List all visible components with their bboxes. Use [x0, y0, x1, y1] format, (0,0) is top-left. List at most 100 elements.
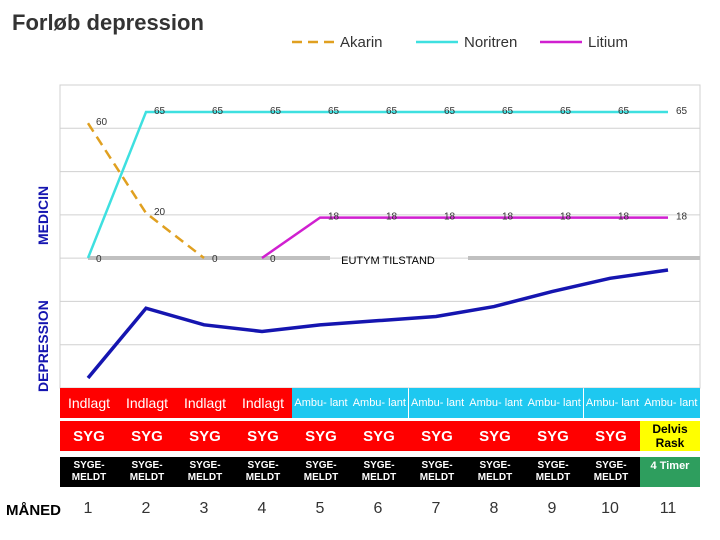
data-label: 18 [676, 212, 688, 223]
series-line-akarin [86, 122, 205, 259]
sygemeldt-cell: SYGE- MELDT [350, 457, 408, 487]
x-tick-label: 7 [431, 500, 441, 517]
sygemeldt-text: SYGE- [595, 460, 627, 471]
x-tick-label: 10 [601, 500, 619, 517]
sygemeldt-text: MELDT [303, 472, 339, 483]
page-title: Forløb depression [12, 10, 204, 35]
sygemeldt-cell: SYGE- MELDT [176, 457, 234, 487]
status-cell: Ambu- lant [583, 388, 642, 418]
data-label: 18 [502, 212, 514, 223]
status-cell: Ambu- lant [292, 388, 350, 418]
sygemeldt-cell-last: 4 Timer [640, 457, 700, 487]
sygemeldt-text: SYGE- [305, 460, 337, 471]
x-tick-label: 8 [489, 500, 499, 517]
sygemeldt-text: MELDT [361, 472, 397, 483]
data-label: 60 [96, 117, 108, 128]
x-axis-label: MÅNED [6, 502, 61, 519]
sygemeldt-cell: SYGE- MELDT [234, 457, 292, 487]
plot-frame [59, 84, 701, 389]
data-label: 0 [212, 254, 218, 265]
x-tick-label: 5 [315, 500, 325, 517]
data-label: 65 [386, 106, 398, 117]
syg-cell-last: Delvis Rask [640, 421, 700, 451]
data-label: 18 [386, 212, 398, 223]
grid [59, 84, 701, 389]
syg-cell: SYG [118, 421, 176, 451]
data-label: 18 [328, 212, 340, 223]
legend-label-litium: Litium [588, 34, 628, 51]
data-label: 65 [560, 106, 572, 117]
data-label: 65 [328, 106, 340, 117]
data-labels: 60 20 0 0 65 65 65 65 65 65 65 65 65 65 0 18 18 18 18 18 18 1… [96, 106, 688, 265]
data-label: 65 [212, 106, 224, 117]
status-row: Indlagt Indlagt Indlagt Indlagt Ambu- lant Am… [60, 388, 700, 418]
status-cell: Ambu- lant [350, 388, 409, 418]
sygemeldt-cell: SYGE- MELDT [582, 457, 640, 487]
sygemeldt-text: SYGE- [537, 460, 569, 471]
x-tick-label: 11 [659, 500, 677, 517]
syg-cell: SYG [292, 421, 350, 451]
data-label: 18 [560, 212, 572, 223]
sygemeldt-cell: SYGE- MELDT [408, 457, 466, 487]
sygemeldt-cell: SYGE- MELDT [118, 457, 176, 487]
syg-cell: SYG [350, 421, 408, 451]
data-label: 0 [270, 254, 276, 265]
syg-cell: SYG [176, 421, 234, 451]
series-line-noritren [86, 110, 668, 259]
sygemeldt-row: SYGE- MELDT SYGE- MELDT SYGE- MELDT SYGE- MELDT… [60, 457, 700, 487]
x-tick-label: 9 [547, 500, 557, 517]
data-label: 65 [502, 106, 514, 117]
sygemeldt-text: MELDT [535, 472, 571, 483]
x-tick-label: 2 [141, 500, 151, 517]
syg-cell: SYG [466, 421, 524, 451]
baseline-label: EUTYM TILSTAND [341, 255, 435, 267]
sygemeldt-cell: SYGE- MELDT [466, 457, 524, 487]
sygemeldt-text: SYGE- [189, 460, 221, 471]
status-cell: Indlagt [60, 388, 118, 418]
status-cell: Ambu- lant [408, 388, 467, 418]
sygemeldt-text: MELDT [593, 472, 629, 483]
status-cell: Ambu- lant [641, 388, 700, 418]
syg-cell: SYG [524, 421, 582, 451]
sygemeldt-text: MELDT [187, 472, 223, 483]
sygemeldt-text: SYGE- [73, 460, 105, 471]
series-line-depression [86, 268, 669, 380]
x-tick-label: 3 [199, 500, 209, 517]
y-axis-label-depression: DEPRESSION [35, 300, 51, 392]
x-tick-label: 4 [257, 500, 267, 517]
sygemeldt-cell: SYGE- MELDT [524, 457, 582, 487]
x-tick-label: 6 [373, 500, 383, 517]
sygemeldt-cell: SYGE- MELDT [292, 457, 350, 487]
data-label: 65 [618, 106, 630, 117]
syg-last-text: Rask [655, 436, 685, 450]
data-label: 65 [676, 106, 688, 117]
syg-cell: SYG [234, 421, 292, 451]
sygemeldt-text: MELDT [419, 472, 455, 483]
series-lines [86, 110, 669, 380]
legend: Akarin Noritren Litium [292, 34, 628, 51]
sygemeldt-text: MELDT [245, 472, 281, 483]
legend-label-akarin: Akarin [340, 34, 383, 51]
data-label: 0 [96, 254, 102, 265]
sygemeldt-text: SYGE- [479, 460, 511, 471]
syg-last-text: Delvis [652, 422, 688, 436]
sygemeldt-text: SYGE- [363, 460, 395, 471]
sygemeldt-text: MELDT [129, 472, 165, 483]
data-label: 18 [618, 212, 630, 223]
y-axis-label-medicin: MEDICIN [35, 186, 51, 245]
syg-cell: SYG [408, 421, 466, 451]
data-label: 65 [444, 106, 456, 117]
data-label: 65 [270, 106, 282, 117]
status-cell: Ambu- lant [525, 388, 584, 418]
sygemeldt-text: SYGE- [131, 460, 163, 471]
status-cell: Ambu- lant [466, 388, 525, 418]
sygemeldt-cell: SYGE- MELDT [60, 457, 118, 487]
syg-cell: SYG [60, 421, 118, 451]
sygemeldt-text: SYGE- [421, 460, 453, 471]
syg-row: SYG SYG SYG SYG SYG SYG SYG SYG SYG SYG Delvis Rask [60, 421, 700, 451]
x-tick-label: 1 [83, 500, 93, 517]
status-cell: Indlagt [118, 388, 176, 418]
data-label: 18 [444, 212, 456, 223]
status-cell: Indlagt [176, 388, 234, 418]
